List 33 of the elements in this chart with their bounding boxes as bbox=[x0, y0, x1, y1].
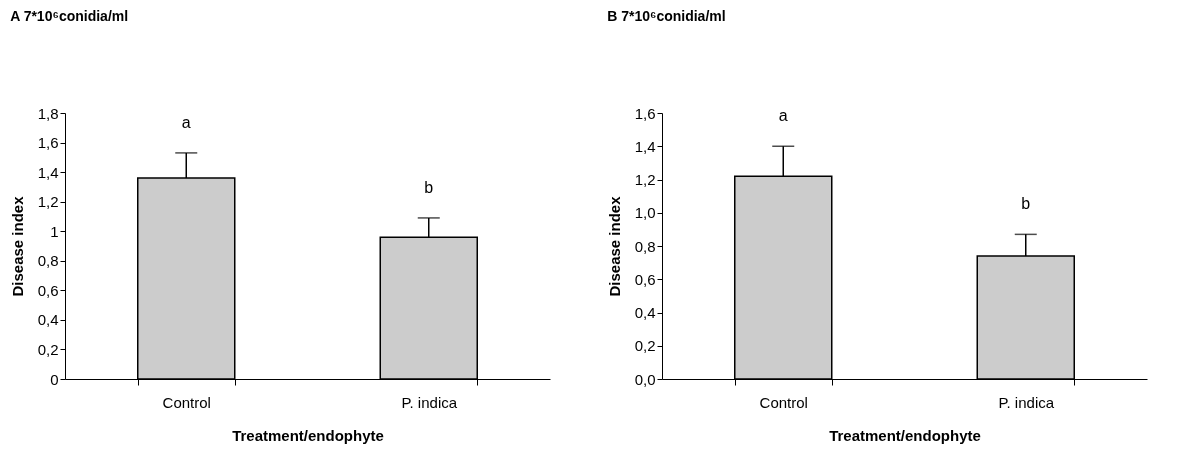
annotation: b bbox=[1021, 195, 1031, 213]
y-tick-label: 1,6 bbox=[37, 134, 59, 152]
y-tick-label: 0,4 bbox=[634, 304, 656, 321]
y-tick-label: 0,8 bbox=[37, 252, 59, 270]
y-tick-label: 1 bbox=[50, 222, 59, 240]
x-axis-title: Treatment/endophyte bbox=[232, 426, 384, 444]
annotation: a bbox=[181, 113, 191, 131]
y-tick-label: 0,2 bbox=[37, 340, 59, 358]
y-tick-label: 1,8 bbox=[37, 104, 59, 122]
y-tick-label: 1,2 bbox=[37, 193, 59, 211]
annotation: b bbox=[424, 178, 434, 196]
chart-title: B 7*10⁶conidia/ml bbox=[607, 8, 726, 24]
y-tick-label: 0,4 bbox=[37, 311, 59, 329]
x-tick-label: Control bbox=[759, 393, 808, 411]
y-tick-label: 1,4 bbox=[37, 163, 59, 181]
y-tick-label: 1,0 bbox=[634, 204, 656, 222]
y-tick-label: 1,4 bbox=[634, 137, 656, 155]
chart-title: A 7*10⁶conidia/ml bbox=[10, 8, 129, 24]
y-tick-label: 0,0 bbox=[634, 370, 656, 388]
annotation: a bbox=[778, 107, 788, 125]
x-axis-title: Treatment/endophyte bbox=[829, 426, 981, 444]
x-tick-label: P. indica bbox=[401, 393, 458, 411]
x-tick-label: P. indica bbox=[998, 393, 1055, 411]
x-tick-label: Control bbox=[162, 393, 211, 411]
y-tick-label: 0,2 bbox=[634, 337, 656, 355]
y-axis-title: Disease index bbox=[8, 195, 26, 297]
y-tick-label: 0,6 bbox=[634, 270, 656, 288]
y-tick-label: 1,6 bbox=[634, 104, 656, 122]
y-axis-title: Disease index bbox=[605, 195, 623, 297]
y-tick-label: 1,2 bbox=[634, 171, 656, 188]
y-tick-label: 0,8 bbox=[634, 237, 656, 255]
y-tick-label: 0,6 bbox=[37, 281, 59, 299]
y-tick-label: 0 bbox=[50, 370, 59, 388]
